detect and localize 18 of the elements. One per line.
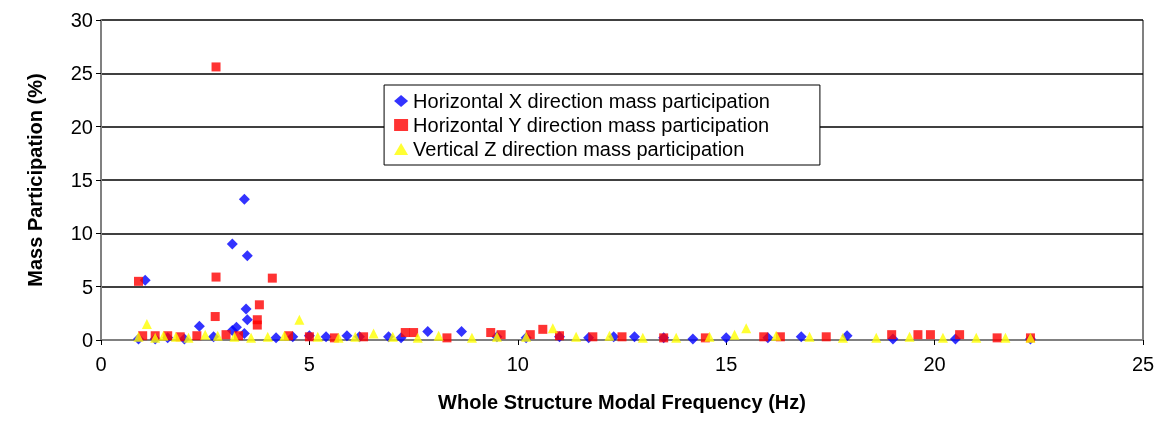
legend-label: Horizontal X direction mass participation [413, 90, 770, 112]
x-tick-label: 25 [1131, 353, 1155, 375]
y-tick-label: 30 [70, 9, 93, 31]
legend-label: Vertical Z direction mass participation [413, 138, 745, 160]
x-tick-label: 0 [95, 353, 107, 375]
y-axis-title: Mass Participation (%) [24, 73, 46, 287]
x-axis-title: Whole Structure Modal Frequency (Hz) [438, 391, 806, 413]
x-tick-label: 10 [506, 353, 529, 375]
x-tick-label: 15 [715, 353, 738, 375]
y-tick-label: 15 [70, 169, 93, 191]
legend-label: Horizontal Y direction mass participation [413, 114, 770, 136]
y-tick-label: 0 [81, 329, 93, 351]
y-tick-label: 25 [70, 62, 93, 85]
y-tick-label: 20 [70, 115, 93, 138]
x-tick-label: 5 [303, 353, 315, 375]
y-tick-label: 10 [70, 222, 93, 245]
y-tick-label: 5 [81, 275, 93, 298]
x-tick-label: 20 [923, 353, 946, 375]
